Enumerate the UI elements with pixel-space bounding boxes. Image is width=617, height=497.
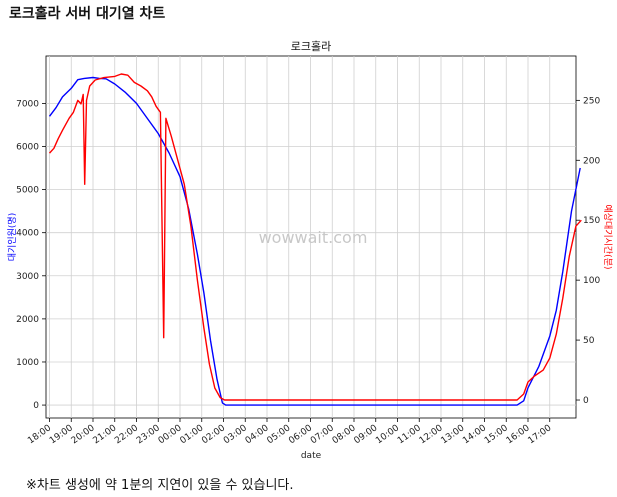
x-tick-label: 16:00 [505,423,532,446]
y-tick-left-label: 4000 [16,229,39,239]
series-lines [48,73,582,406]
x-tick-label: 22:00 [113,423,140,446]
x-tick-label: 14:00 [461,423,488,446]
queue-chart: 0 1000 2000 3000 4000 5000 6000 7000 0 50 100 150 2… [7,40,613,461]
y-tick-right-label: 150 [583,216,600,226]
x-tick-label: 11:00 [396,423,423,446]
x-tick-label: 17:00 [526,423,553,446]
x-tick-label: 01:00 [178,423,205,446]
page-title: 로크홀라 서버 대기열 차트 [9,6,166,22]
chart-title: 로크홀라 [291,40,331,53]
grid [46,56,576,418]
y-tick-left-label: 7000 [16,99,39,109]
x-axis: 18:0019:0020:0021:0022:0023:0000:0001:00… [26,418,554,446]
watermark: wowwait.com [259,228,368,247]
y-axis-left-label: 대기인원(명) [7,213,18,261]
x-tick-label: 13:00 [439,423,466,446]
y-tick-left-label: 5000 [16,186,39,196]
y-tick-right-label: 50 [583,336,595,346]
y-tick-right-label: 200 [583,156,600,166]
x-tick-label: 15:00 [483,423,510,446]
queue-size-line [48,76,581,406]
x-tick-label: 18:00 [26,423,53,446]
x-tick-label: 12:00 [418,423,445,446]
x-tick-label: 19:00 [48,423,75,446]
x-tick-label: 23:00 [135,423,162,446]
y-tick-right-label: 100 [583,276,600,286]
footnote: ※차트 생성에 약 1분의 지연이 있을 수 있습니다. [26,478,294,493]
y-tick-left-label: 3000 [16,272,39,282]
x-tick-label: 20:00 [70,423,97,446]
y-tick-left-label: 1000 [16,358,39,368]
x-tick-label: 06:00 [287,423,314,446]
x-tick-label: 00:00 [157,423,184,446]
x-tick-label: 10:00 [374,423,401,446]
x-tick-label: 08:00 [331,423,358,446]
x-tick-label: 07:00 [309,423,336,446]
x-tick-label: 04:00 [244,423,271,446]
x-tick-label: 02:00 [200,423,227,446]
plot-frame [45,55,577,419]
x-axis-label: date [301,451,322,461]
y-tick-left-label: 0 [33,401,39,411]
y-axis-left: 0 1000 2000 3000 4000 5000 6000 7000 [16,99,46,411]
y-tick-left-label: 6000 [16,143,39,153]
y-tick-right-label: 250 [583,96,600,106]
x-tick-label: 09:00 [352,423,379,446]
wait-time-line [48,73,582,401]
x-tick-label: 21:00 [91,423,118,446]
x-tick-label: 05:00 [265,423,292,446]
y-tick-right-label: 0 [583,396,589,406]
y-axis-right-label: 예상대기시간(분) [602,205,613,270]
x-tick-label: 03:00 [222,423,249,446]
y-tick-left-label: 2000 [16,315,39,325]
y-axis-right: 0 50 100 150 200 250 [576,96,600,406]
